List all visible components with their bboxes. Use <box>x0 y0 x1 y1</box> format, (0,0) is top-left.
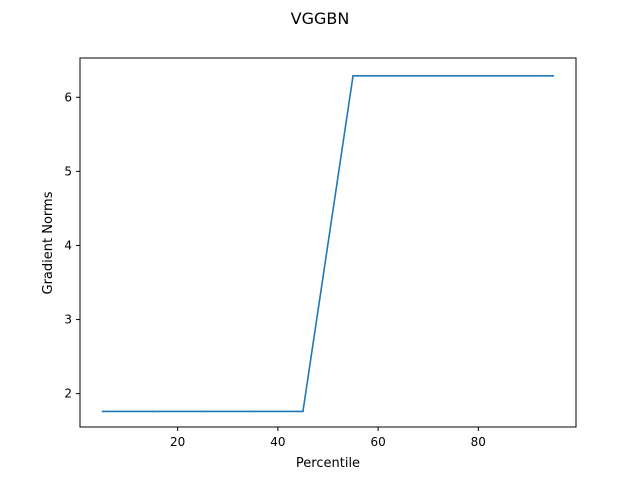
x-tick-label: 60 <box>370 435 385 449</box>
data-point <box>352 74 354 77</box>
y-tick-label: 6 <box>64 90 72 104</box>
y-axis-label: Gradient Norms <box>41 191 56 294</box>
y-tick-label: 2 <box>64 387 72 401</box>
x-tick-label: 20 <box>170 435 185 449</box>
x-tick-label: 80 <box>471 435 486 449</box>
data-point <box>101 410 104 413</box>
y-tick-label: 4 <box>64 238 72 252</box>
data-point <box>151 410 154 413</box>
data-point <box>201 410 204 413</box>
x-tick-label: 40 <box>270 435 285 449</box>
data-point <box>452 74 455 77</box>
data-point <box>552 74 555 77</box>
series-line <box>102 74 554 413</box>
x-axis: 20 40 60 80 <box>170 427 486 449</box>
data-point <box>502 74 505 77</box>
y-axis: 2 3 4 5 6 <box>64 90 80 401</box>
y-tick-label: 5 <box>64 164 72 178</box>
series-layer <box>101 74 555 413</box>
y-tick-label: 3 <box>64 313 72 327</box>
chart-title: VGGBN <box>291 9 350 28</box>
data-point <box>252 410 254 413</box>
data-point <box>302 410 304 413</box>
x-axis-label: Percentile <box>296 456 360 471</box>
data-point <box>402 74 404 77</box>
plot-area <box>79 57 577 428</box>
